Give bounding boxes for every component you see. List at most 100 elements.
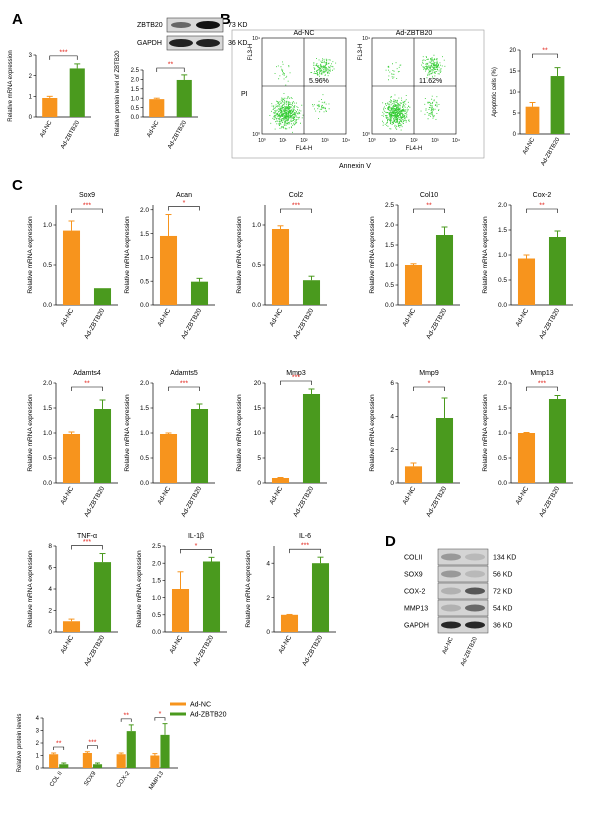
chart-title: Adamts5: [170, 370, 198, 377]
x-tick-label: Ad-NC: [522, 136, 537, 155]
bar: [176, 79, 192, 117]
chart-c12: 0.0 0.5 1.0 1.5 2.0 2.5 Relative mRNA expressi…: [136, 533, 227, 667]
chart-title: Adamts4: [73, 370, 101, 377]
significance-bracket: [532, 53, 558, 58]
bar: [280, 614, 299, 632]
x-tick-label: SOX9: [83, 770, 97, 787]
y-tick-label: 20: [254, 380, 262, 387]
y-tick-label: 2: [266, 595, 270, 602]
blot-a-label-0: ZBTB20: [137, 22, 163, 29]
y-tick-label: 0: [266, 629, 270, 636]
x-tick-label: Ad-ZBTB20: [167, 119, 188, 150]
chart-title: IL-6: [299, 533, 311, 540]
y-tick-label: 2.0: [140, 207, 149, 214]
significance-label: ***: [88, 739, 96, 746]
chart-c2: 0.0 0.5 1.0 1.5 2.0 Relative mRNA expression A…: [124, 192, 215, 340]
blot-d-strip: [437, 548, 489, 566]
y-tick-label: 0.5: [385, 282, 394, 289]
significance-label: **: [542, 48, 548, 55]
y-tick-label: 0: [48, 629, 52, 636]
chart-a1: 0 1 2 3 Relative mRNA expression Ad-NC Ad-ZBTB…: [8, 49, 91, 150]
y-tick-label: 1.0: [140, 430, 149, 437]
significance-bracket: [168, 386, 200, 391]
x-tick-label: Ad-NC: [39, 119, 54, 138]
blot-d-band: [465, 621, 485, 629]
blot-d-kd: 54 KD: [493, 606, 512, 613]
y-tick-label: 0.0: [152, 629, 161, 636]
y-tick-label: 15: [509, 69, 516, 75]
blot-d-strip: [437, 565, 489, 583]
x-tick-label: 10¹: [389, 138, 397, 144]
chart-c1: 0.0 0.5 1.0 Relative mRNA expression Sox9 Ad-…: [27, 192, 118, 340]
x-tick-label: 10⁴: [342, 138, 350, 144]
y-axis-label: Relative mRNA expression: [236, 394, 243, 472]
blot-d-label: SOX9: [404, 572, 423, 579]
y-tick-label: 4: [48, 586, 52, 593]
significance-label: ***: [538, 381, 546, 388]
significance-bracket: [289, 548, 321, 554]
blot-d-band: [465, 604, 485, 612]
y-tick-label: 0.5: [152, 612, 161, 619]
significance-label: *: [183, 200, 186, 207]
y-tick-label: 1.0: [131, 96, 140, 102]
significance-label: ***: [292, 375, 300, 382]
chart-title: Sox9: [79, 192, 95, 199]
chart-c6: 0.0 0.5 1.0 1.5 2.0 Relative mRNA expression A…: [27, 370, 118, 518]
blot-d-label: COX-2: [404, 589, 426, 596]
panel-label-c: C: [12, 177, 23, 194]
significance-label: *: [195, 543, 198, 550]
bar: [62, 230, 81, 305]
x-tick-label: Ad-ZBTB20: [301, 634, 324, 667]
y-tick-label: 1.5: [131, 87, 140, 93]
y-tick-label: 2: [29, 74, 33, 80]
y-tick-label: 6: [390, 380, 394, 387]
bar: [404, 466, 423, 483]
y-tick-label: 0.0: [385, 302, 394, 309]
blot-d-band: [441, 604, 461, 612]
y-tick-label: 10: [509, 90, 516, 96]
y-axis-label: Relative mRNA expression: [124, 216, 131, 294]
quadrant-percent: 11.62%: [419, 78, 442, 85]
x-tick-label: Ad-ZBTB20: [425, 485, 448, 518]
panel-label-b: B: [220, 11, 231, 28]
y-tick-label: 10⁴: [252, 36, 260, 42]
y-tick-label: 2.0: [498, 380, 507, 387]
bar: [116, 754, 126, 768]
x-tick-label: Ad-ZBTB20: [83, 634, 106, 667]
y-axis-label: Relative mRNA expression: [136, 550, 143, 628]
x-tick-label: Ad-ZBTB20: [83, 485, 106, 518]
chart-c7: 0.0 0.5 1.0 1.5 2.0 Relative mRNA expression A…: [124, 370, 215, 518]
bar: [93, 409, 112, 483]
significance-label: **: [426, 203, 432, 210]
y-tick-label: 1.0: [140, 255, 149, 262]
chart-title: Mmp9: [419, 370, 439, 377]
y-tick-label: 0.5: [43, 262, 52, 269]
y-axis-label: Relative mRNA expression: [236, 216, 243, 294]
y-axis-label: Relative mRNA expression: [124, 394, 131, 472]
y-tick-label: 2: [390, 447, 394, 454]
x-tick-label: Ad-NC: [168, 634, 184, 655]
y-tick-label: 10⁰: [252, 132, 260, 138]
y-tick-label: 1.0: [43, 222, 52, 229]
flow-frame: [231, 29, 485, 159]
significance-label: **: [84, 381, 90, 388]
x-tick-label: 10⁴: [452, 138, 460, 144]
x-tick-label: Ad-NC: [514, 485, 530, 506]
significance-bracket: [280, 380, 312, 385]
legend-entry: Ad-ZBTB20: [190, 712, 227, 719]
y-tick-label: 10⁴: [362, 36, 370, 42]
x-tick-label: 10³: [321, 138, 329, 144]
bar: [93, 562, 112, 632]
chart-a2: 0.0 0.5 1.0 1.5 2.0 2.5 Relative protein level…: [115, 50, 198, 150]
y-tick-label: 2: [36, 741, 40, 747]
y-tick-label: 10⁰: [362, 132, 370, 138]
y-tick-label: 0.5: [43, 455, 52, 462]
significance-bracket: [413, 208, 445, 213]
y-axis-label: Relative mRNA expression: [369, 394, 376, 472]
bar: [548, 237, 567, 305]
x-tick-label: Ad-NC: [59, 485, 75, 506]
significance-label: *: [428, 381, 431, 388]
chart-title: Mmp3: [286, 370, 306, 377]
legend-entry: Ad-NC: [190, 702, 211, 709]
blot-d-band: [465, 587, 485, 595]
